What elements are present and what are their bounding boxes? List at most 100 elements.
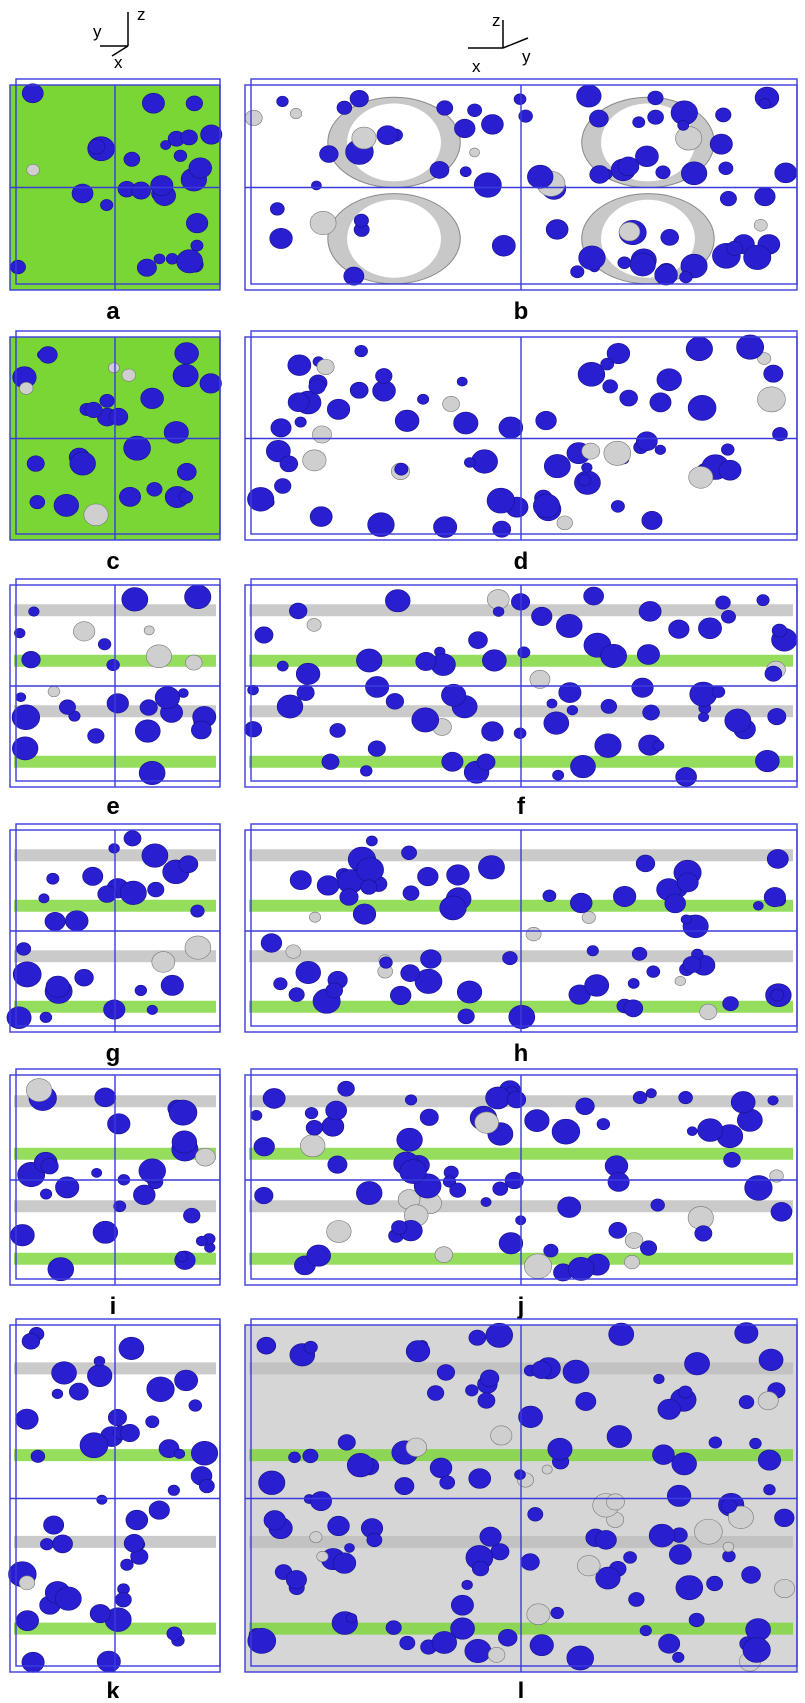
blue-atom bbox=[245, 721, 262, 737]
blue-atom bbox=[355, 345, 368, 356]
blue-atom bbox=[132, 182, 151, 199]
blue-atom bbox=[155, 687, 180, 709]
blue-atom bbox=[629, 1592, 645, 1606]
blue-atom bbox=[478, 1393, 495, 1408]
blue-atom bbox=[29, 607, 40, 616]
blue-atom bbox=[126, 1510, 148, 1530]
blue-atom bbox=[255, 627, 273, 643]
blue-atom bbox=[646, 1089, 656, 1098]
blue-atom bbox=[254, 1137, 275, 1156]
blue-atom bbox=[147, 1377, 175, 1402]
blue-atom bbox=[360, 766, 372, 777]
blue-atom bbox=[366, 836, 377, 846]
blue-atom bbox=[311, 181, 321, 190]
blue-atom bbox=[651, 1199, 665, 1211]
blue-atom bbox=[52, 1389, 63, 1399]
blue-atom bbox=[515, 1470, 526, 1480]
blue-atom bbox=[40, 1189, 51, 1199]
blue-atom bbox=[338, 1435, 355, 1451]
gray-atom bbox=[73, 622, 94, 641]
gray-atom bbox=[582, 911, 595, 923]
blue-atom bbox=[191, 721, 211, 739]
blue-atom bbox=[177, 463, 196, 480]
blue-atom bbox=[611, 500, 624, 512]
blue-atom bbox=[353, 904, 376, 924]
blue-atom bbox=[654, 1374, 665, 1384]
blue-atom bbox=[340, 889, 358, 906]
blue-atom bbox=[432, 1631, 457, 1653]
blue-atom bbox=[386, 1621, 401, 1635]
blue-atom bbox=[457, 981, 482, 1003]
blue-atom bbox=[507, 1091, 526, 1108]
blue-atom bbox=[354, 214, 368, 227]
blue-atom bbox=[624, 1552, 637, 1564]
gray-atom bbox=[774, 1579, 794, 1597]
blue-atom bbox=[469, 632, 488, 649]
blue-atom bbox=[94, 1356, 105, 1366]
blue-atom bbox=[395, 410, 419, 431]
blue-atom bbox=[707, 1576, 723, 1591]
panel-label: a bbox=[106, 298, 120, 325]
blue-atom bbox=[135, 985, 147, 996]
blue-atom bbox=[667, 1485, 691, 1506]
blue-atom bbox=[744, 245, 771, 269]
blue-atom bbox=[437, 101, 453, 116]
blue-atom bbox=[482, 650, 506, 672]
blue-atom bbox=[427, 1386, 444, 1401]
gray-atom bbox=[577, 1555, 600, 1576]
blue-atom bbox=[642, 511, 662, 529]
blue-atom bbox=[750, 1438, 762, 1449]
blue-atom bbox=[403, 886, 419, 901]
blue-atom bbox=[83, 867, 103, 885]
blue-atom bbox=[397, 1128, 423, 1151]
blue-atom bbox=[295, 417, 306, 427]
blue-atom bbox=[98, 886, 117, 903]
blue-atom bbox=[55, 1587, 81, 1610]
blue-atom bbox=[755, 187, 776, 206]
panel-label: j bbox=[517, 1293, 525, 1320]
blue-atom bbox=[27, 456, 44, 472]
panel bbox=[10, 579, 220, 787]
blue-atom bbox=[716, 596, 731, 609]
blue-atom bbox=[486, 1323, 513, 1347]
panel bbox=[245, 824, 797, 1032]
blue-atom bbox=[464, 458, 475, 468]
blue-atom bbox=[186, 213, 208, 232]
blue-atom bbox=[406, 1341, 430, 1362]
blue-atom bbox=[552, 1119, 580, 1144]
blue-atom bbox=[669, 620, 690, 639]
gray-atom bbox=[19, 382, 33, 394]
blue-atom bbox=[640, 1625, 652, 1635]
blue-atom bbox=[147, 1005, 157, 1014]
blue-atom bbox=[457, 377, 467, 386]
blue-atom bbox=[346, 1613, 357, 1623]
blue-atom bbox=[377, 126, 398, 145]
blue-atom bbox=[401, 846, 416, 860]
blue-atom bbox=[326, 1101, 347, 1120]
blue-atom bbox=[596, 1567, 620, 1589]
blue-atom bbox=[22, 1333, 40, 1349]
blue-atom bbox=[375, 368, 392, 383]
blue-atom bbox=[161, 975, 183, 995]
blue-atom bbox=[478, 856, 504, 880]
gray-atom bbox=[312, 426, 331, 443]
gray-atom bbox=[527, 1604, 550, 1625]
blue-atom bbox=[584, 587, 604, 605]
blue-atom bbox=[650, 393, 671, 412]
blue-atom bbox=[493, 607, 504, 617]
blue-atom bbox=[337, 101, 352, 114]
blue-atom bbox=[543, 890, 556, 902]
blue-atom bbox=[88, 139, 105, 154]
gray-atom bbox=[470, 148, 480, 157]
gray-atom bbox=[144, 626, 154, 635]
blue-atom bbox=[458, 1009, 475, 1024]
blue-atom bbox=[175, 1370, 198, 1391]
blue-atom bbox=[54, 494, 79, 516]
blue-atom bbox=[41, 1158, 58, 1174]
blue-atom bbox=[636, 432, 657, 451]
blue-atom bbox=[608, 1172, 629, 1191]
blue-atom bbox=[328, 1516, 350, 1536]
blue-atom bbox=[547, 699, 557, 708]
blue-atom bbox=[469, 1330, 486, 1345]
blue-atom bbox=[166, 253, 178, 264]
